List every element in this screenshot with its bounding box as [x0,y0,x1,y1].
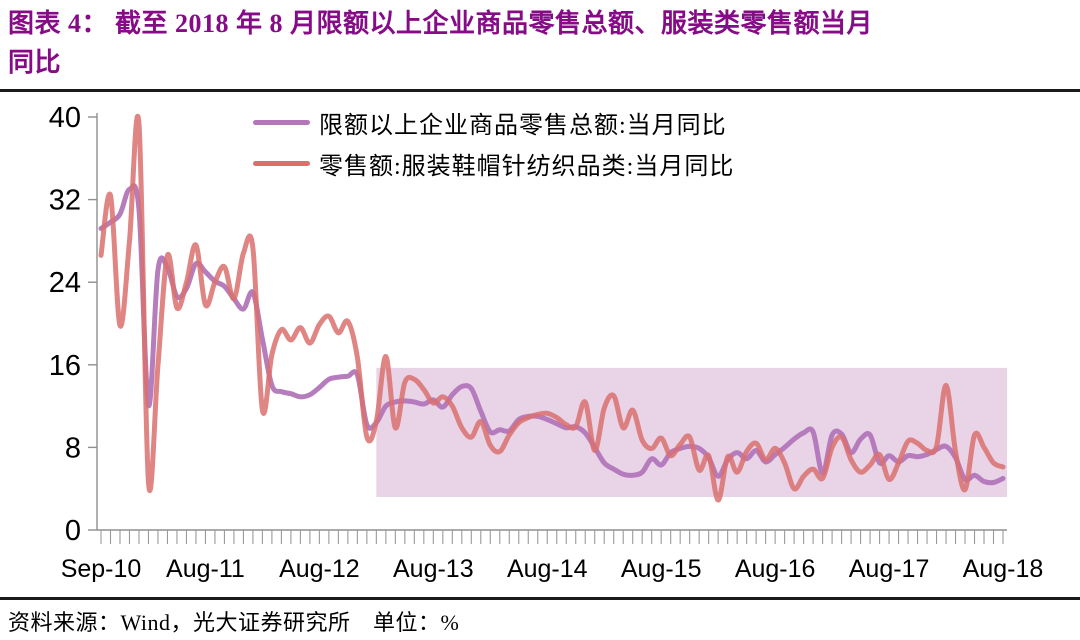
figure-title-line1: 图表 4： 截至 2018 年 8 月限额以上企业商品零售总额、服装类零售额当月 [8,9,874,38]
legend-line-swatch-purple [253,120,310,125]
x-tick-label: Aug-15 [621,555,702,583]
x-tick-label: Aug-14 [507,555,588,583]
y-tick-label: 8 [65,432,81,464]
legend-label-clothing: 零售额:服装鞋帽针纺织品类:当月同比 [319,154,735,180]
legend-line-swatch-red [253,161,310,166]
y-tick-label: 40 [49,102,81,134]
x-tick-label: Aug-18 [963,555,1044,583]
legend-item-clothing: 零售额:服装鞋帽针纺织品类:当月同比 [253,143,734,184]
y-tick-label: 16 [49,350,81,382]
legend-label-total: 限额以上企业商品零售总额:当月同比 [319,113,727,139]
x-tick-label: Aug-16 [735,555,816,583]
top-divider-rule [0,89,1080,92]
bottom-divider-rule [0,597,1080,600]
series-line-total-retail [98,183,1006,486]
figure-title: 图表 4： 截至 2018 年 8 月限额以上企业商品零售总额、服装类零售额当月… [8,4,1072,82]
chart-legend: 限额以上企业商品零售总额:当月同比 零售额:服装鞋帽针纺织品类:当月同比 [253,102,734,184]
highlight-band [376,367,1007,497]
legend-item-total: 限额以上企业商品零售总额:当月同比 [253,102,734,143]
figure-title-line2: 同比 [8,48,62,77]
y-tick-label: 32 [49,185,81,217]
x-tick-label: Aug-11 [166,555,245,583]
x-tick-label: Aug-13 [393,555,474,583]
y-tick-label: 0 [65,515,81,547]
x-tick-label: Aug-17 [849,555,930,583]
y-tick-label: 24 [49,267,81,299]
x-tick-label: Aug-12 [279,555,360,583]
series-line-clothing-retail [98,113,1006,503]
source-note: 资料来源：Wind，光大证券研究所 单位：% [8,610,460,635]
x-tick-label: Sep-10 [61,555,142,583]
